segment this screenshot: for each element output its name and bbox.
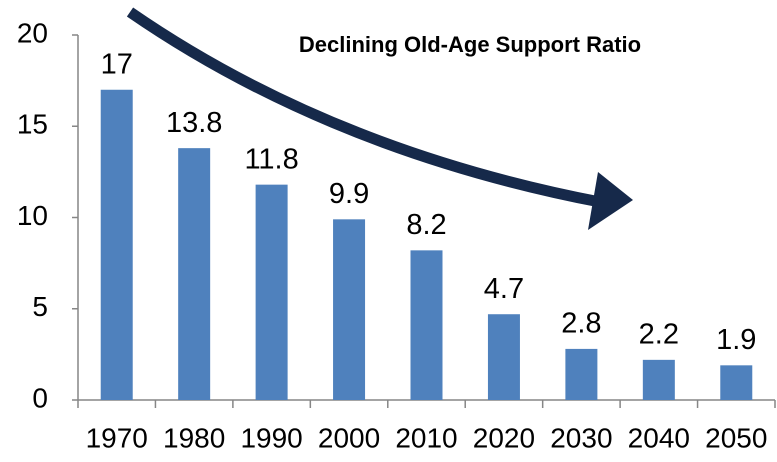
data-label: 17 xyxy=(101,48,133,80)
bar xyxy=(100,89,133,400)
bar xyxy=(410,250,443,400)
bar xyxy=(565,348,598,400)
bar xyxy=(642,359,675,400)
x-tick-label: 2040 xyxy=(628,422,690,453)
x-tick-label: 1990 xyxy=(240,422,302,453)
x-tick-label: 2020 xyxy=(473,422,535,453)
bar xyxy=(333,219,366,400)
chart-title: Declining Old-Age Support Ratio xyxy=(299,32,641,57)
trend-arrow xyxy=(126,7,602,208)
x-tick-label: 2050 xyxy=(705,422,767,453)
data-label: 4.7 xyxy=(484,273,524,305)
data-label: 8.2 xyxy=(406,209,446,241)
data-label: 9.9 xyxy=(329,178,369,210)
y-tick-label: 0 xyxy=(32,382,48,413)
bar xyxy=(178,148,211,400)
trend-arrowhead xyxy=(588,172,633,230)
y-tick-label: 20 xyxy=(17,17,48,48)
data-label: 13.8 xyxy=(166,107,222,139)
data-label: 11.8 xyxy=(244,143,298,175)
x-tick-label: 2030 xyxy=(550,422,612,453)
bar xyxy=(720,365,753,400)
x-tick-label: 1980 xyxy=(163,422,225,453)
y-tick-label: 15 xyxy=(17,109,48,140)
bar xyxy=(255,184,288,400)
y-tick-label: 5 xyxy=(32,291,48,322)
y-tick-label: 10 xyxy=(17,200,48,231)
bar xyxy=(487,314,520,400)
x-tick-label: 1970 xyxy=(86,422,148,453)
data-label: 1.9 xyxy=(716,324,756,356)
x-tick-label: 2010 xyxy=(395,422,457,453)
data-label: 2.2 xyxy=(639,319,679,351)
x-tick-label: 2000 xyxy=(318,422,380,453)
data-label: 2.8 xyxy=(561,308,601,340)
